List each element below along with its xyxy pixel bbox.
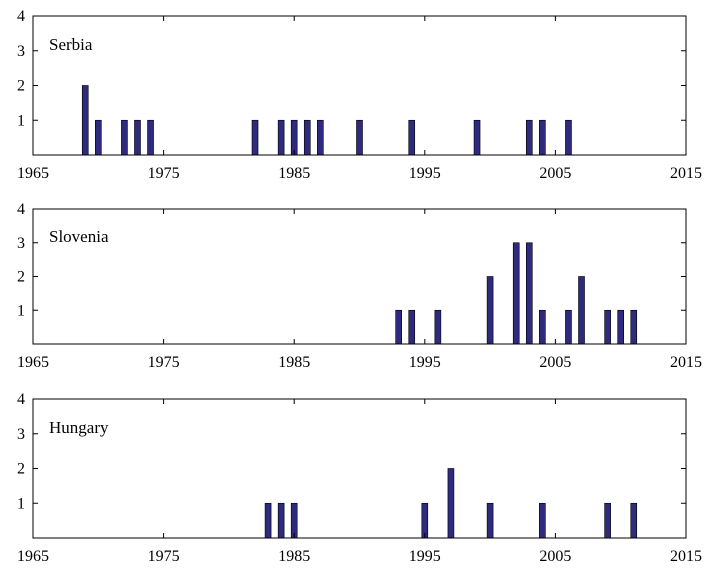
y-tick-label: 1 [17, 302, 25, 319]
plot-frame [32, 208, 687, 345]
y-tick-label: 2 [17, 461, 25, 478]
bar-serbia-2004 [539, 119, 546, 156]
x-tick-label: 1965 [17, 548, 49, 565]
y-tick-label: 2 [17, 269, 25, 286]
bar-serbia-1970 [95, 119, 102, 156]
y-tick-label: 4 [17, 8, 25, 25]
y-tick-label: 1 [17, 495, 25, 512]
x-tick-label: 1965 [17, 165, 49, 182]
bar-serbia-1999 [473, 119, 481, 156]
x-tick-label: 1995 [409, 165, 441, 182]
bar-serbia-1994 [408, 119, 416, 156]
bar-serbia-1969 [81, 85, 89, 156]
panel-hungary: 1965 1975 1985 1995 2005 2015 1 2 3 4 Hungary [17, 391, 702, 565]
bar-hungary-1995 [421, 502, 429, 539]
panel-label: Serbia [49, 35, 93, 54]
bar-serbia-1974 [147, 119, 154, 156]
x-tick-label: 1975 [148, 354, 180, 371]
bar-serbia-1985 [290, 119, 298, 156]
panel-label: Slovenia [49, 227, 109, 246]
bar-slovenia-2010 [617, 309, 625, 345]
bar-serbia-1987 [317, 119, 324, 156]
y-tick-label: 2 [17, 78, 25, 95]
bar-slovenia-2007 [578, 276, 585, 345]
bar-slovenia-2006 [565, 309, 572, 345]
x-tick-label: 1995 [409, 354, 441, 371]
panel-label: Hungary [49, 418, 109, 437]
x-tick-label: 2005 [539, 548, 571, 565]
y-tick-label: 3 [17, 426, 25, 443]
plot-frame [32, 398, 687, 539]
x-tick-label: 2005 [539, 165, 571, 182]
y-tick-label: 4 [17, 201, 25, 218]
bar-hungary-2011 [630, 502, 638, 539]
panel-serbia: 1965 1975 1985 1995 2005 2015 1 2 3 4 Serbia [17, 8, 702, 182]
y-tick-label: 3 [17, 235, 25, 252]
panel-slovenia: 1965 1975 1985 1995 2005 2015 1 2 3 4 Slovenia [17, 201, 702, 371]
x-tick-label: 1975 [148, 165, 180, 182]
x-tick-label: 2005 [539, 354, 571, 371]
bar-serbia-1973 [134, 119, 141, 156]
bar-slovenia-1996 [434, 309, 442, 345]
y-tick-label: 1 [17, 112, 25, 129]
bar-hungary-2004 [539, 502, 546, 539]
bar-serbia-1984 [277, 119, 285, 156]
bar-slovenia-2000 [486, 276, 494, 345]
bar-slovenia-2009 [604, 309, 611, 345]
bar-serbia-1982 [251, 119, 259, 156]
bar-serbia-1990 [356, 119, 363, 156]
bar-serbia-2003 [525, 119, 533, 156]
x-tick-label: 2015 [670, 165, 702, 182]
x-tick-label: 1985 [278, 548, 310, 565]
bar-slovenia-2004 [539, 309, 546, 345]
x-tick-label: 1985 [278, 354, 310, 371]
bar-serbia-1986 [303, 119, 311, 156]
x-tick-label: 2015 [670, 354, 702, 371]
bar-slovenia-2003 [525, 242, 533, 345]
x-tick-label: 1965 [17, 354, 49, 371]
bar-serbia-2006 [565, 119, 572, 156]
bar-slovenia-1993 [395, 309, 402, 345]
bar-hungary-1984 [277, 502, 285, 539]
x-tick-label: 1985 [278, 165, 310, 182]
bar-slovenia-2002 [512, 242, 520, 345]
x-tick-label: 1975 [148, 548, 180, 565]
y-tick-label: 3 [17, 43, 25, 60]
bar-hungary-2000 [486, 502, 494, 539]
x-tick-label: 1995 [409, 548, 441, 565]
y-tick-label: 4 [17, 391, 25, 408]
bar-hungary-1997 [447, 468, 455, 539]
bar-serbia-1972 [121, 119, 128, 156]
x-tick-label: 2015 [670, 548, 702, 565]
bar-hungary-1985 [290, 502, 298, 539]
bar-slovenia-1994 [408, 309, 416, 345]
bar-hungary-2009 [604, 502, 611, 539]
bar-slovenia-2011 [630, 309, 638, 345]
bar-hungary-1983 [264, 502, 272, 539]
